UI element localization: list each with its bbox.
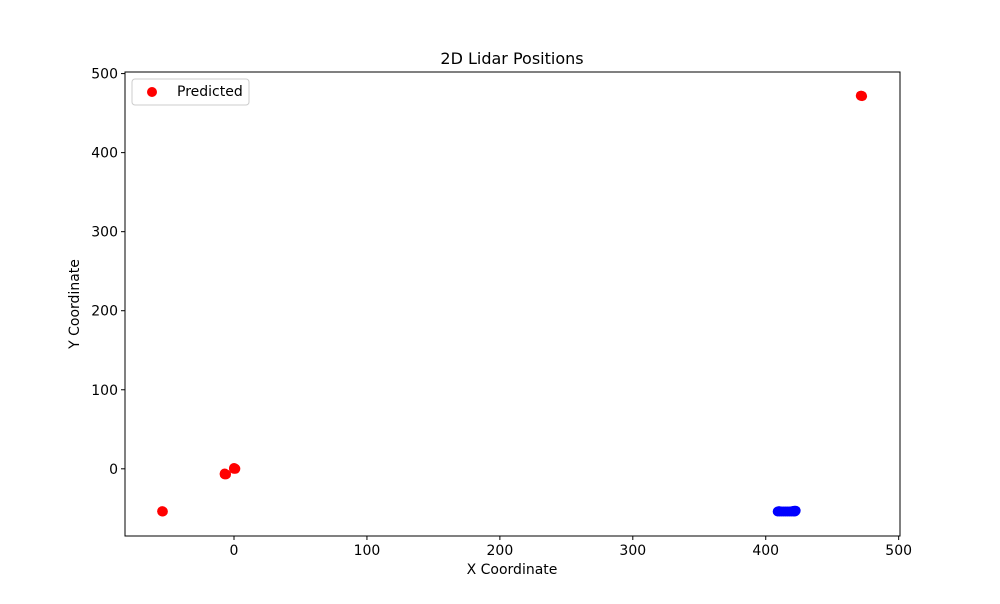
data-point-series-0-9 [229,463,240,474]
y-tick-label: 400 [91,146,118,162]
legend: Predicted [131,78,250,106]
x-tick-label: 500 [885,543,912,559]
x-ticks: 0 100 200 300 400 500 [230,536,912,559]
y-ticks: 0 100 200 300 400 500 [91,67,125,478]
data-point-series-0-2 [157,506,168,517]
points-layer [157,90,868,517]
y-tick-label: 0 [109,462,118,478]
legend-marker-predicted [147,87,157,97]
y-tick-label: 500 [91,67,118,83]
y-tick-label: 200 [91,304,118,320]
y-axis-label: Y Coordinate [67,259,83,350]
legend-label-predicted: Predicted [177,84,243,100]
plot-frame [124,71,901,537]
data-point-series-0-12 [855,90,866,101]
chart-title: 2D Lidar Positions [440,49,583,68]
y-tick-label: 300 [91,225,118,241]
x-tick-label: 100 [354,543,381,559]
data-point-series-1-12 [774,506,785,517]
x-axis-label: X Coordinate [467,562,558,578]
x-tick-label: 0 [230,543,239,559]
legend-box [131,78,250,106]
x-tick-label: 400 [752,543,779,559]
data-point-series-0-5 [219,469,230,480]
x-tick-label: 200 [487,543,514,559]
data-point-series-1-13 [787,506,798,517]
y-tick-label: 100 [91,383,118,399]
x-tick-label: 300 [619,543,646,559]
